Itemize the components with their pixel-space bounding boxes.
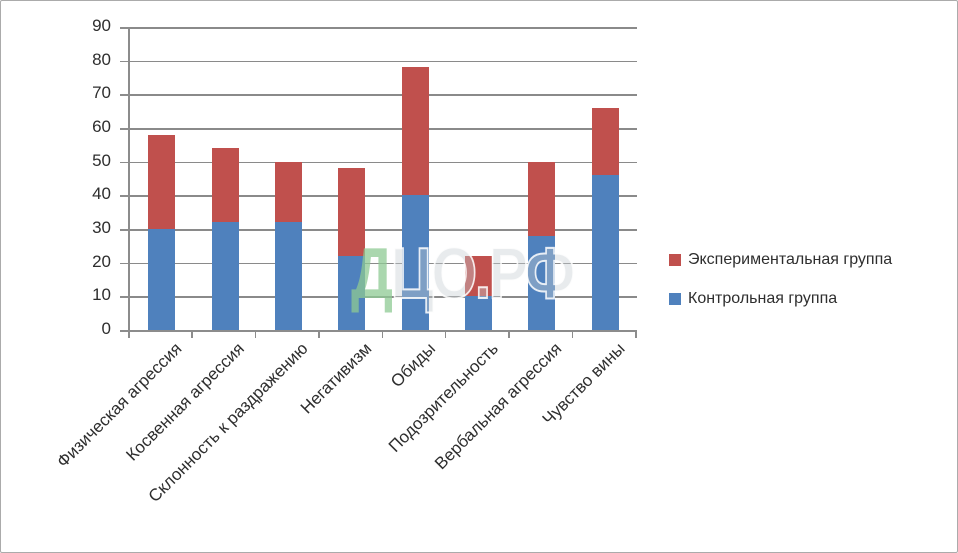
- y-axis-tick-label: 20: [92, 251, 111, 271]
- y-axis-tick: [120, 296, 128, 298]
- x-axis-tick: [444, 332, 447, 338]
- bar-segment-experimental-group: [338, 168, 366, 256]
- y-axis-tick-label: 0: [101, 319, 111, 338]
- bar-segment-experimental-group: [591, 107, 619, 176]
- y-axis-tick: [120, 27, 128, 29]
- stacked-bar: [148, 134, 176, 330]
- bar-segment-experimental-group: [401, 67, 429, 196]
- gridline: [130, 128, 637, 130]
- bar-segment-control-group: [591, 175, 619, 330]
- bar-segment-experimental-group: [528, 161, 556, 236]
- bar-segment-experimental-group: [274, 161, 302, 223]
- y-axis-tick-label: 80: [92, 49, 111, 69]
- y-axis-tick-label: 40: [92, 184, 111, 204]
- y-axis-tick: [120, 94, 128, 96]
- legend-label-control: Контрольная группа: [688, 290, 838, 307]
- gridline: [130, 94, 637, 96]
- bar-segment-experimental-group: [211, 148, 239, 223]
- y-axis-tick: [120, 262, 128, 265]
- bar-segment-experimental-group: [465, 255, 493, 297]
- bar-segment-control-group: [211, 222, 239, 330]
- bar-segment-control-group: [148, 229, 176, 330]
- y-axis-tick-label: 10: [92, 285, 111, 305]
- x-axis-category-label: Косвенная агрессия: [122, 339, 249, 465]
- stacked-bar: [465, 255, 493, 330]
- stacked-bar: [401, 67, 429, 330]
- y-axis-tick: [120, 161, 128, 164]
- y-axis-tick: [120, 330, 128, 332]
- y-axis-tick-label: 90: [92, 16, 111, 35]
- y-axis-tick-label: 60: [92, 117, 111, 136]
- gridline: [130, 262, 637, 265]
- gridline: [130, 296, 637, 298]
- legend-swatch-experimental: [669, 254, 681, 266]
- stacked-bar: [338, 168, 366, 330]
- gridline: [130, 195, 637, 197]
- plot-area: [128, 27, 637, 332]
- x-axis-tick: [635, 332, 637, 338]
- legend-label-experimental: Экспериментальная группа: [688, 251, 893, 268]
- y-axis-tick-label: 50: [92, 150, 111, 170]
- bar-segment-control-group: [401, 195, 429, 330]
- x-axis-category-label: Подозрительность: [384, 339, 502, 457]
- x-axis-tick: [381, 332, 383, 338]
- x-axis-tick: [571, 332, 574, 338]
- x-axis-tick: [254, 332, 257, 338]
- gridline: [130, 60, 637, 63]
- stacked-bar: [211, 148, 239, 330]
- y-axis-tick-label: 30: [92, 218, 111, 237]
- bar-segment-control-group: [528, 235, 556, 330]
- y-axis-tick: [120, 60, 128, 63]
- bar-segment-control-group: [465, 296, 493, 330]
- stacked-bar: [528, 161, 556, 330]
- x-axis-tick: [508, 332, 510, 338]
- chart-legend: Экспериментальная группа Контрольная гру…: [669, 251, 892, 308]
- gridline: [130, 229, 637, 231]
- y-axis-tick: [120, 128, 128, 130]
- gridline: [130, 161, 637, 164]
- x-axis-tick: [318, 332, 320, 338]
- legend-item-control: Контрольная группа: [669, 290, 892, 308]
- y-axis-tick-label: 70: [92, 83, 111, 103]
- legend-swatch-control: [669, 293, 681, 305]
- bar-segment-experimental-group: [148, 134, 176, 229]
- stacked-bar: [274, 161, 302, 330]
- x-axis-category-label: Физическая агрессия: [52, 339, 186, 472]
- y-axis-tick: [120, 195, 128, 197]
- bar-segment-control-group: [338, 255, 366, 330]
- stacked-bar: [591, 107, 619, 330]
- x-axis-category-label: Обиды: [386, 339, 439, 392]
- x-axis-tick: [128, 332, 130, 338]
- legend-item-experimental: Экспериментальная группа: [669, 251, 892, 269]
- bar-segment-control-group: [274, 222, 302, 330]
- gridline: [130, 27, 637, 29]
- y-axis-tick: [120, 229, 128, 231]
- x-axis-tick: [191, 332, 193, 338]
